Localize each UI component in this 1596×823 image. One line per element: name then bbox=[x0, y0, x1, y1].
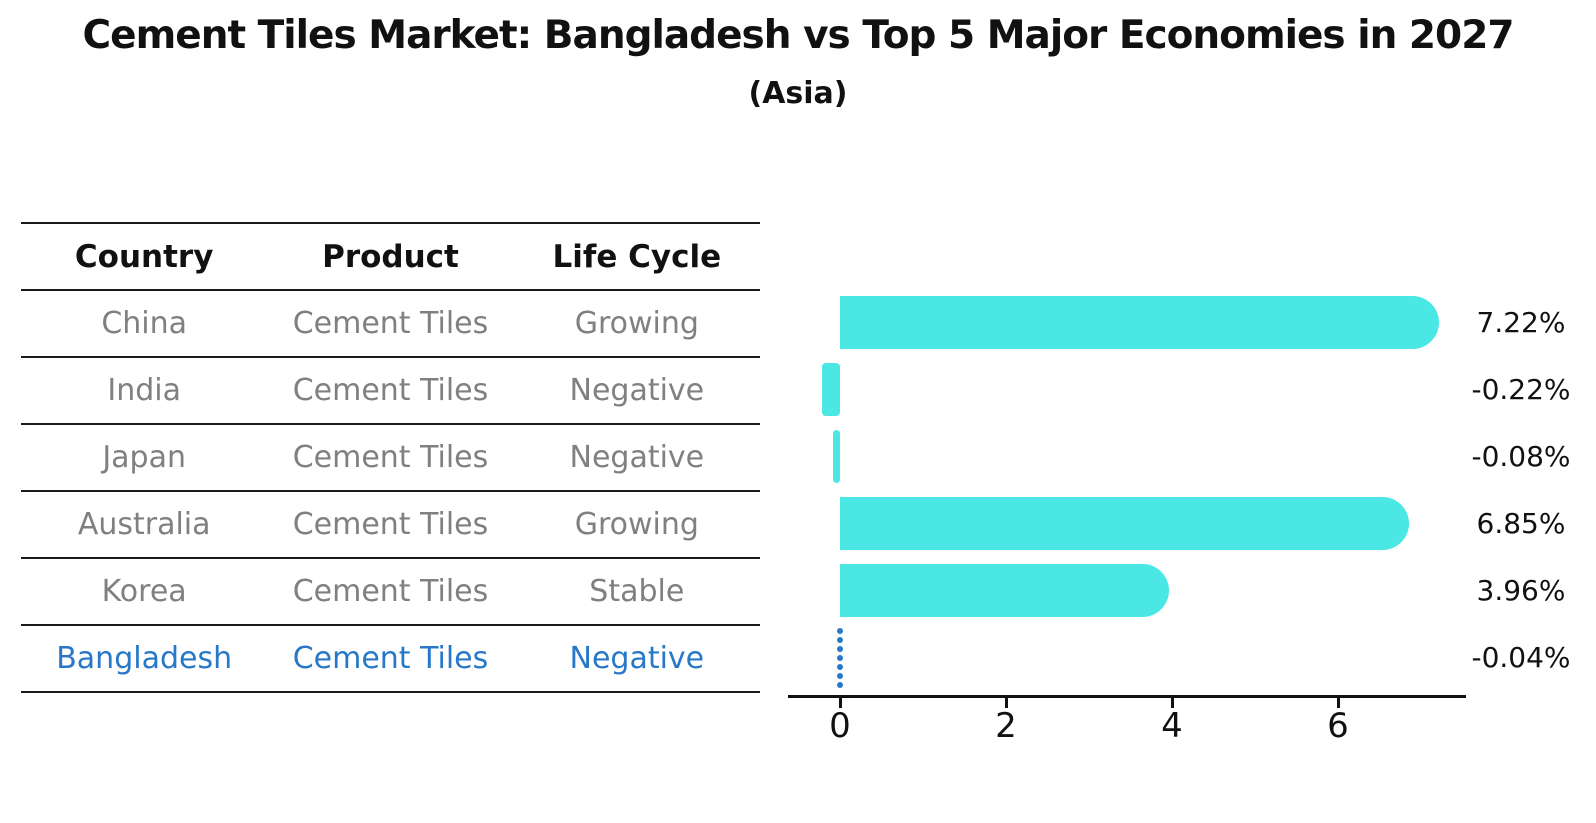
x-tick-label-2: 2 bbox=[995, 706, 1017, 746]
bar-australia bbox=[840, 497, 1409, 550]
table-cell-life-cycle: Negative bbox=[569, 641, 705, 676]
table-row-bangladesh: Bangladesh Cement Tiles Negative bbox=[21, 624, 760, 691]
table-row-korea: Korea Cement Tiles Stable bbox=[21, 557, 760, 624]
table-cell-product: Cement Tiles bbox=[292, 440, 489, 475]
x-tick bbox=[1171, 698, 1174, 708]
table-row-australia: Australia Cement Tiles Growing bbox=[21, 490, 760, 557]
table-cell-product: Cement Tiles bbox=[292, 507, 489, 542]
table-header-product: Product bbox=[322, 238, 459, 275]
marker-dot bbox=[837, 672, 843, 679]
table-cell-life-cycle: Negative bbox=[569, 373, 705, 408]
bar-korea bbox=[840, 564, 1169, 617]
table-cell-country: Bangladesh bbox=[56, 641, 233, 676]
table-cell-country: Korea bbox=[101, 574, 187, 609]
table-cell-life-cycle: Stable bbox=[589, 574, 685, 609]
marker-dot bbox=[837, 654, 843, 661]
table-cell-country: Australia bbox=[77, 507, 211, 542]
x-tick bbox=[1337, 698, 1340, 708]
table-row-india: India Cement Tiles Negative bbox=[21, 356, 760, 423]
bar-japan bbox=[833, 430, 840, 483]
table-cell-life-cycle: Growing bbox=[574, 306, 699, 341]
table-header-row: Country Product Life Cycle bbox=[21, 222, 760, 289]
x-tick-label-6: 6 bbox=[1327, 706, 1349, 746]
x-tick bbox=[1005, 698, 1008, 708]
table-header-country: Country bbox=[74, 238, 214, 275]
value-label-china: 7.22% bbox=[1476, 306, 1566, 339]
bangladesh-dotted-marker bbox=[837, 627, 843, 688]
table-cell-product: Cement Tiles bbox=[292, 574, 489, 609]
marker-dot bbox=[837, 681, 843, 688]
table-cell-product: Cement Tiles bbox=[292, 373, 489, 408]
country-table: Country Product Life Cycle China Cement Tile… bbox=[21, 222, 760, 693]
marker-dot bbox=[837, 627, 843, 634]
value-label-japan: -0.08% bbox=[1471, 440, 1571, 473]
table-cell-product: Cement Tiles bbox=[292, 641, 489, 676]
table-cell-country: China bbox=[101, 306, 188, 341]
value-label-bangladesh: -0.04% bbox=[1471, 641, 1571, 674]
x-axis-line bbox=[788, 695, 1466, 698]
marker-dot bbox=[837, 645, 843, 652]
table-row-china: China Cement Tiles Growing bbox=[21, 289, 760, 356]
table-header-life-cycle: Life Cycle bbox=[552, 238, 722, 275]
x-tick-label-4: 4 bbox=[1161, 706, 1183, 746]
table-row-japan: Japan Cement Tiles Negative bbox=[21, 423, 760, 490]
chart-title: Cement Tiles Market: Bangladesh vs Top 5… bbox=[82, 13, 1515, 58]
marker-dot bbox=[837, 636, 843, 643]
bar-india bbox=[821, 363, 840, 416]
marker-dot bbox=[837, 663, 843, 670]
table-cell-life-cycle: Negative bbox=[569, 440, 705, 475]
x-tick-label-0: 0 bbox=[829, 706, 851, 746]
value-label-india: -0.22% bbox=[1471, 373, 1571, 406]
value-label-korea: 3.96% bbox=[1476, 574, 1566, 607]
table-cell-life-cycle: Growing bbox=[574, 507, 699, 542]
chart-subtitle: (Asia) bbox=[748, 76, 848, 111]
value-label-australia: 6.85% bbox=[1476, 507, 1566, 540]
bar-china bbox=[840, 296, 1440, 349]
table-cell-country: Japan bbox=[102, 440, 186, 475]
x-tick bbox=[839, 698, 842, 708]
table-cell-country: India bbox=[107, 373, 181, 408]
table-cell-product: Cement Tiles bbox=[292, 306, 489, 341]
